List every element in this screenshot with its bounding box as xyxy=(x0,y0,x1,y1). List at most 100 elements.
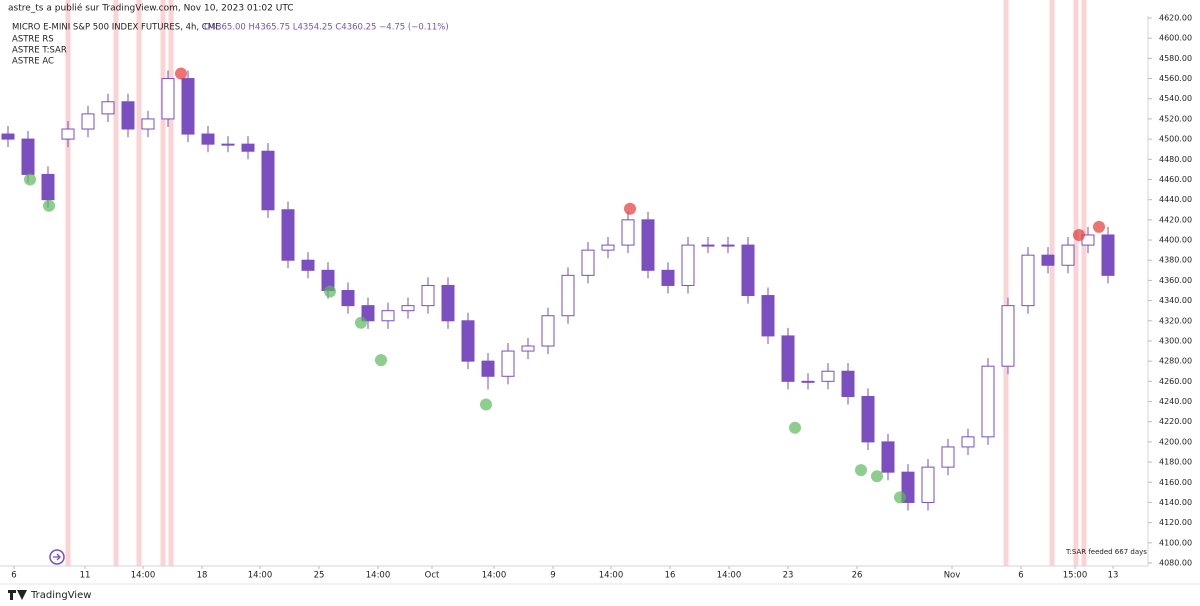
footer-brand: TradingView xyxy=(30,590,91,601)
y-tick-label: 4180.00 xyxy=(1159,458,1192,467)
candle-body xyxy=(1041,254,1055,266)
y-tick-label: 4300.00 xyxy=(1159,336,1192,345)
y-tick-label: 4500.00 xyxy=(1159,135,1192,144)
signal-dot xyxy=(894,491,906,504)
x-tick-label: 14:00 xyxy=(366,571,391,581)
y-tick-label: 4380.00 xyxy=(1159,256,1192,265)
x-tick-label: 16 xyxy=(665,571,676,581)
x-tick-label: 26 xyxy=(852,571,863,581)
candle-body xyxy=(1021,254,1035,307)
highlight-band xyxy=(1073,0,1079,566)
signal-dot xyxy=(855,464,867,477)
x-tick-label: 23 xyxy=(783,571,794,581)
x-tick-label: 6 xyxy=(11,571,16,581)
candle-body xyxy=(1001,305,1015,367)
candle-body xyxy=(761,295,775,337)
candle-body xyxy=(21,138,35,175)
candle-body xyxy=(841,370,855,397)
candle-body xyxy=(121,101,135,130)
candle-body xyxy=(741,244,755,297)
candle-body xyxy=(181,78,195,135)
candle-body xyxy=(921,466,935,503)
highlight-band xyxy=(1003,0,1009,566)
y-tick-label: 4260.00 xyxy=(1159,377,1192,386)
candle-body xyxy=(61,128,75,140)
y-tick-label: 4560.00 xyxy=(1159,74,1192,83)
y-tick-label: 4540.00 xyxy=(1159,94,1192,103)
replay-arrow xyxy=(53,553,61,561)
candle-body xyxy=(201,133,215,145)
highlight-band xyxy=(168,0,174,566)
candle-body xyxy=(501,350,515,377)
x-tick-label: 25 xyxy=(314,571,325,581)
highlight-band xyxy=(1049,0,1055,566)
y-tick-label: 4140.00 xyxy=(1159,498,1192,507)
candle-body xyxy=(221,143,235,146)
ohlc-text: O4365.00 H4365.75 L4354.25 C4360.25 −4.7… xyxy=(204,23,449,33)
x-tick-label: Nov xyxy=(944,571,961,581)
tradingview-logo xyxy=(8,590,27,600)
x-tick-label: 9 xyxy=(550,571,555,581)
candle-body xyxy=(81,113,95,130)
highlight-band xyxy=(1081,0,1087,566)
candle-body xyxy=(781,335,795,382)
y-tick-label: 4400.00 xyxy=(1159,236,1192,245)
highlight-band xyxy=(136,0,142,566)
y-tick-label: 4600.00 xyxy=(1159,34,1192,43)
symbol-title: MICRO E-MINI S&P 500 INDEX FUTURES, 4h, … xyxy=(12,23,220,33)
x-tick-label: 18 xyxy=(197,571,208,581)
candle-body xyxy=(281,209,295,261)
y-tick-label: 4200.00 xyxy=(1159,437,1192,446)
x-tick-label: 14:00 xyxy=(599,571,624,581)
candle-body xyxy=(401,305,415,312)
signal-dot xyxy=(24,173,36,186)
signal-dot xyxy=(175,67,187,80)
candle-body xyxy=(341,290,355,307)
candle-body xyxy=(821,370,835,382)
y-tick-label: 4080.00 xyxy=(1159,559,1192,568)
candle-body xyxy=(1,133,15,140)
candle-body xyxy=(361,305,375,322)
candle-body xyxy=(41,173,55,201)
candle-body xyxy=(721,244,735,247)
signal-dot xyxy=(871,470,883,483)
highlight-band xyxy=(113,0,119,566)
y-tick-label: 4580.00 xyxy=(1159,54,1192,63)
x-tick-label: 14:00 xyxy=(248,571,273,581)
signal-dot xyxy=(355,316,367,329)
header: astre_ts a publié sur TradingView.com, N… xyxy=(8,3,294,14)
candle-body xyxy=(1061,244,1075,266)
candle-body xyxy=(861,395,875,443)
x-tick-label: 14:00 xyxy=(482,571,507,581)
y-tick-label: 4340.00 xyxy=(1159,296,1192,305)
signal-dot xyxy=(1093,220,1105,233)
y-tick-label: 4440.00 xyxy=(1159,195,1192,204)
candle-body xyxy=(421,284,435,307)
replay-icon[interactable] xyxy=(49,549,65,565)
y-tick-label: 4620.00 xyxy=(1159,14,1192,23)
y-tick-label: 4520.00 xyxy=(1159,114,1192,123)
candle-body xyxy=(681,244,695,286)
candle-body xyxy=(981,365,995,438)
indicator-label: ASTRE T:SAR xyxy=(12,46,67,56)
candle-body xyxy=(481,360,495,377)
y-tick-label: 4420.00 xyxy=(1159,215,1192,224)
candle-body xyxy=(661,269,675,286)
x-tick-label: 14:00 xyxy=(131,571,156,581)
candle-body xyxy=(301,259,315,271)
x-tick-label: 14:00 xyxy=(717,571,742,581)
candle-body xyxy=(701,244,715,247)
candle-body xyxy=(641,219,655,271)
candle-body xyxy=(881,441,895,473)
candle-body xyxy=(101,101,115,115)
y-tick-label: 4460.00 xyxy=(1159,175,1192,184)
x-tick-label: 11 xyxy=(80,571,91,581)
signal-dot xyxy=(375,354,387,367)
x-tick-label: 13 xyxy=(1108,571,1119,581)
y-tick-label: 4240.00 xyxy=(1159,397,1192,406)
candle-body xyxy=(801,380,815,383)
candle-body xyxy=(581,249,595,276)
candle-body xyxy=(241,143,255,152)
candle-body xyxy=(601,244,615,251)
